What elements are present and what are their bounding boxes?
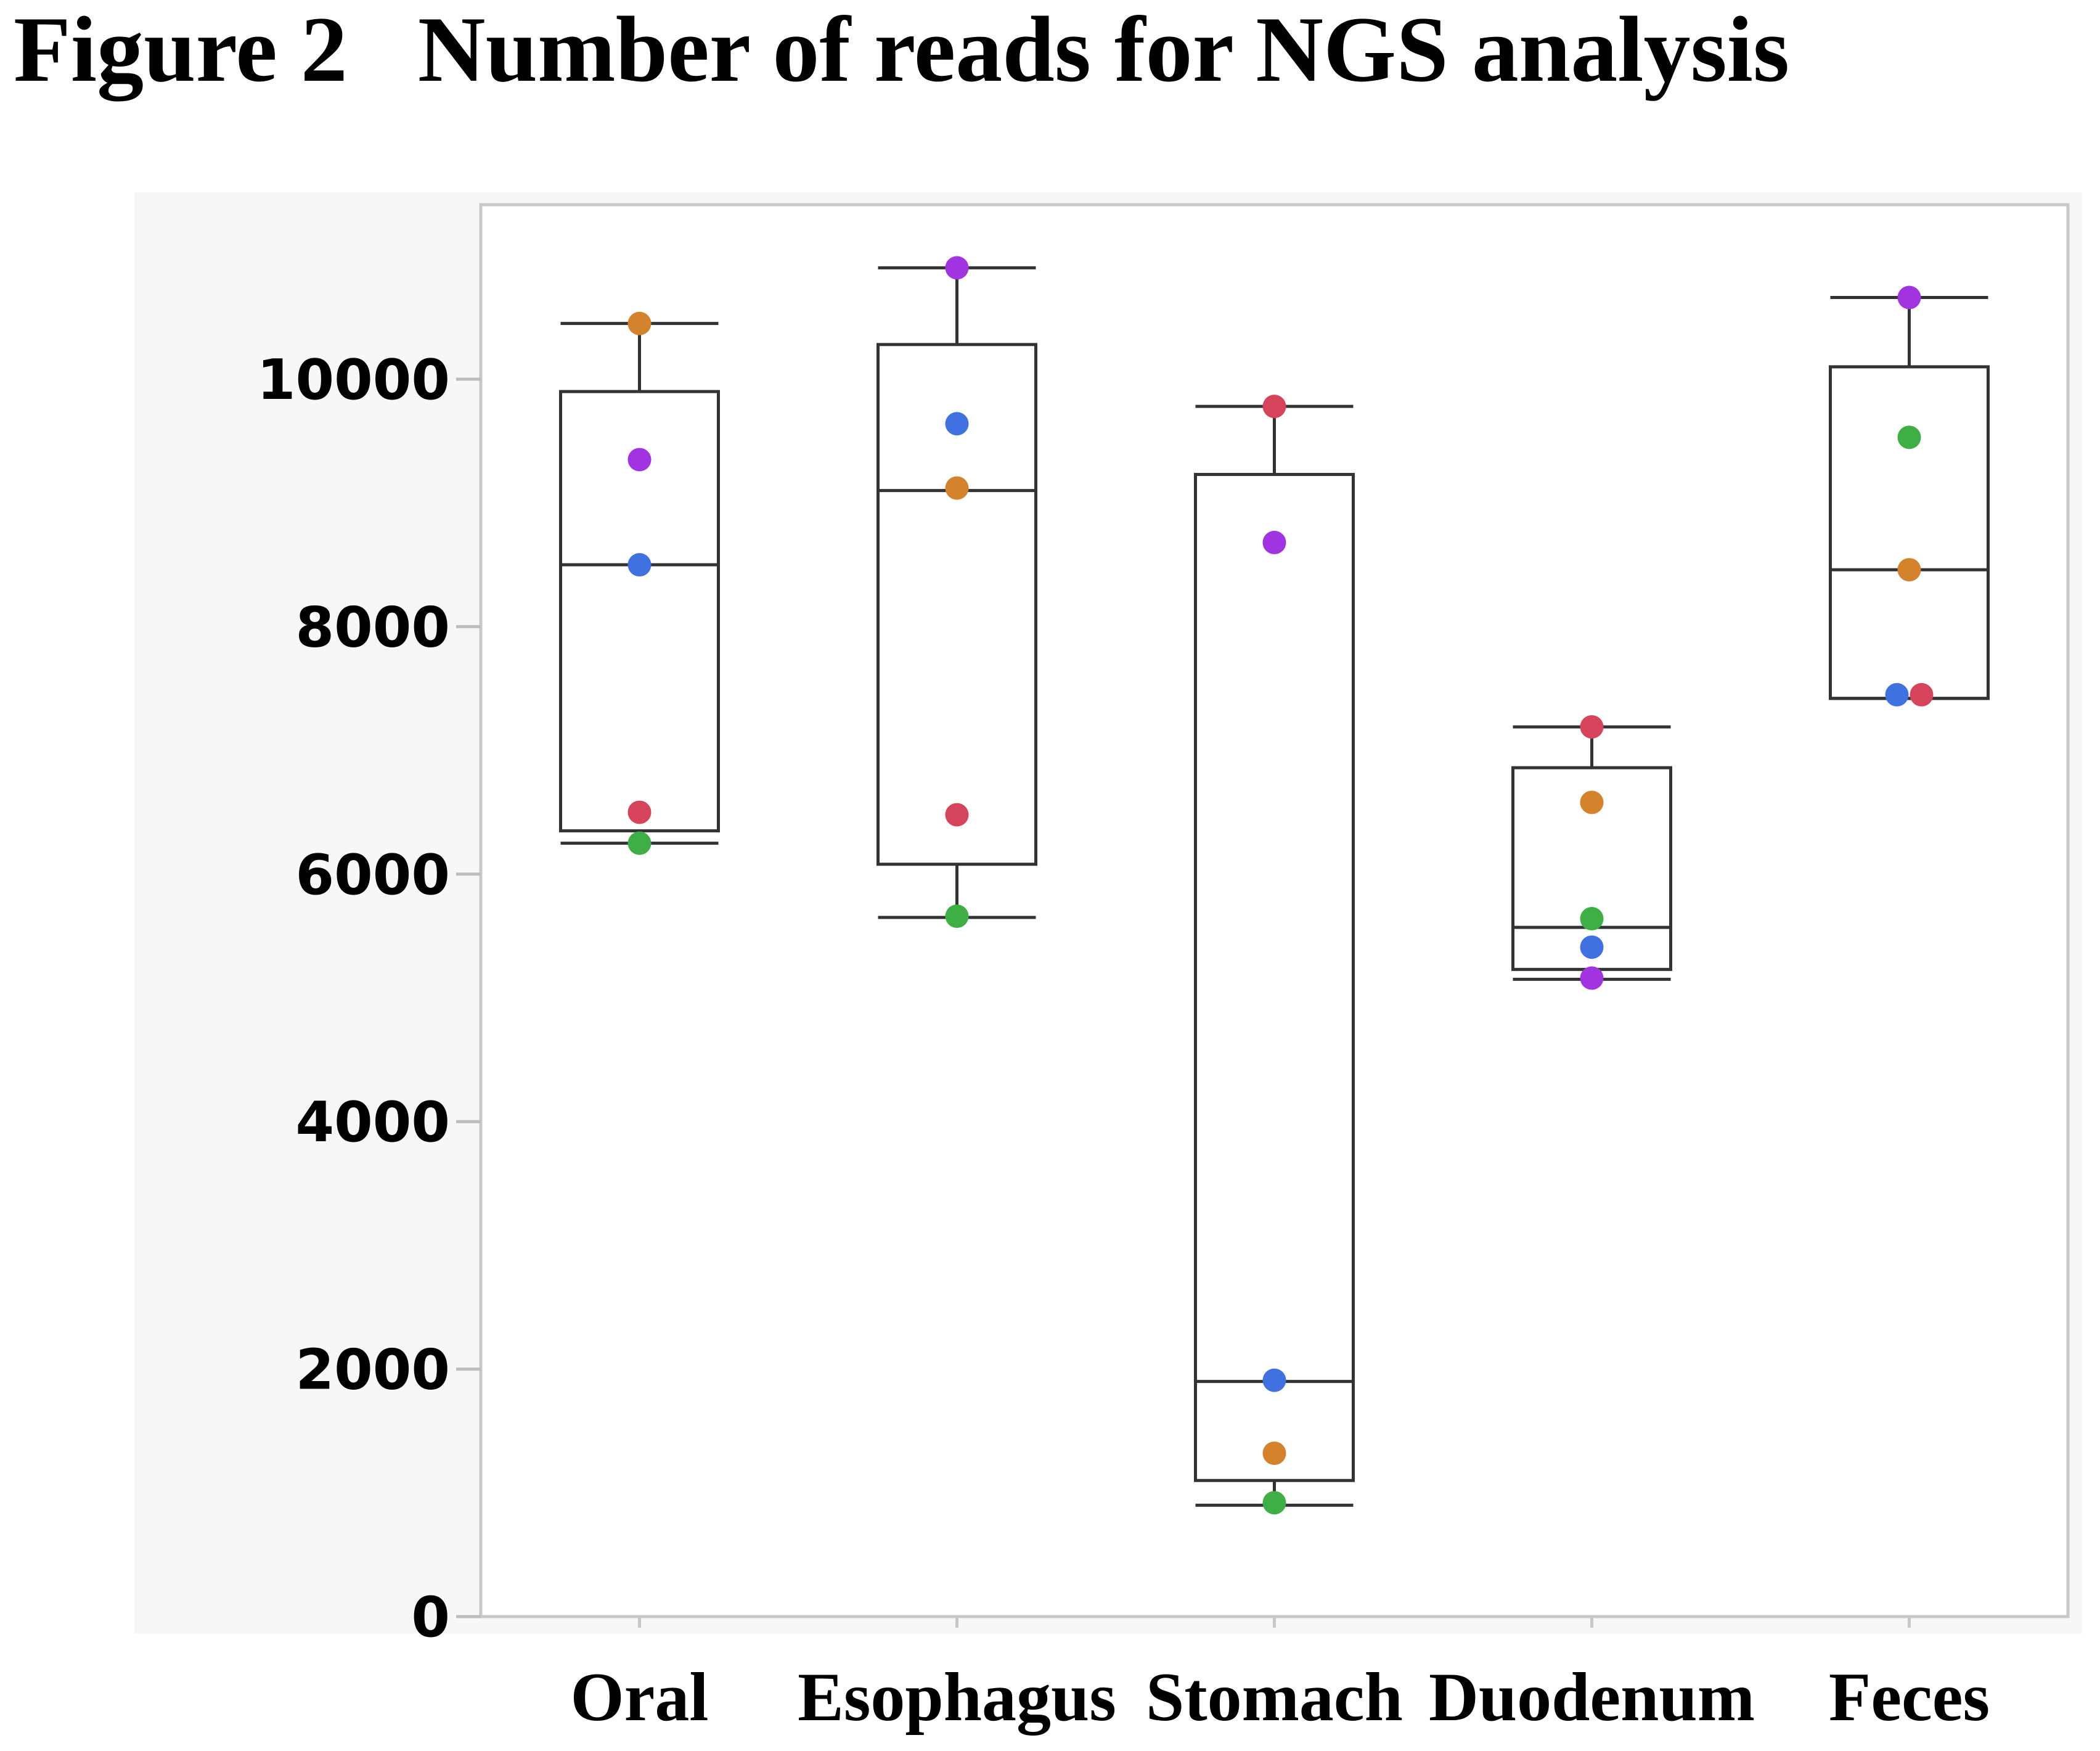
data-point-red [1910, 683, 1934, 707]
data-point-purple [1897, 285, 1921, 310]
data-point-green [1580, 907, 1604, 931]
x-category-label: Duodenum [1429, 1659, 1755, 1736]
data-point-orange [1580, 790, 1604, 814]
x-category-label: Stomach [1146, 1659, 1403, 1736]
data-point-green [627, 831, 652, 855]
data-point-green [1262, 1491, 1286, 1515]
interquartile-box [1829, 365, 1990, 700]
data-point-blue [1262, 1368, 1286, 1392]
data-point-purple [627, 448, 652, 472]
y-tick-label: 4000 [296, 1090, 451, 1155]
points-layer [627, 256, 1934, 1515]
x-category-label: Feces [1829, 1659, 1990, 1736]
data-point-blue [945, 412, 969, 436]
y-tick-label: 2000 [296, 1338, 451, 1403]
y-axis: 0 2000 4000 6000 8000 10000 [257, 348, 481, 1650]
data-point-orange [627, 311, 652, 335]
data-point-orange [1262, 1441, 1286, 1466]
data-point-purple [1580, 966, 1604, 990]
interquartile-box [1194, 473, 1355, 1482]
figure-title: Figure 2 Number of reads for NGS analysi… [14, 0, 1790, 101]
data-point-blue [627, 553, 652, 577]
data-point-red [1580, 715, 1604, 739]
data-point-red [945, 803, 969, 827]
data-point-orange [945, 476, 969, 500]
data-point-red [1262, 395, 1286, 419]
y-tick-label: 8000 [296, 595, 451, 660]
interquartile-box [876, 343, 1037, 866]
x-axis: Oral Esophagus Stomach Duodenum Feces [571, 1617, 1990, 1736]
data-point-green [945, 904, 969, 929]
data-point-blue [1885, 683, 1909, 707]
data-point-purple [945, 256, 969, 280]
y-tick-label: 0 [411, 1585, 450, 1650]
data-point-green [1897, 425, 1921, 449]
x-category-label: Esophagus [798, 1659, 1116, 1736]
data-point-purple [1262, 530, 1286, 554]
data-point-blue [1580, 935, 1604, 959]
x-category-label: Oral [571, 1659, 709, 1736]
y-tick-label: 6000 [296, 843, 451, 908]
data-point-red [627, 800, 652, 824]
y-tick-label: 10000 [257, 348, 450, 412]
interquartile-box [559, 390, 720, 833]
data-point-orange [1897, 558, 1921, 582]
